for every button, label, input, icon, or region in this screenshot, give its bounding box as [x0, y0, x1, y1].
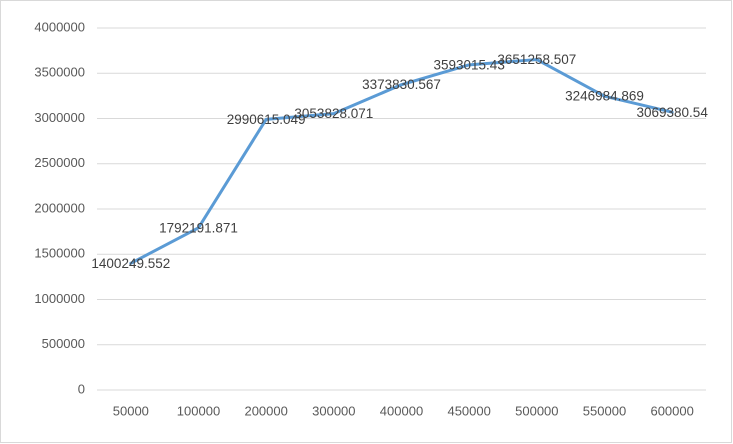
data-label: 1792191.871 [159, 220, 238, 235]
y-tick-label: 1000000 [34, 291, 85, 306]
data-label: 2990615.049 [227, 112, 306, 127]
x-tick-label: 600000 [650, 403, 693, 418]
y-tick-label: 2500000 [34, 155, 85, 170]
x-tick-label: 300000 [312, 403, 355, 418]
y-tick-label: 500000 [42, 336, 85, 351]
data-label: 3593015.43 [434, 57, 505, 72]
data-label: 3053828.071 [294, 106, 373, 121]
data-label: 3069380.54 [637, 105, 709, 120]
y-tick-label: 4000000 [34, 19, 85, 34]
data-label: 3651258.507 [497, 52, 576, 67]
y-tick-label: 2000000 [34, 200, 85, 215]
x-tick-label: 550000 [583, 403, 626, 418]
y-tick-label: 0 [78, 381, 85, 396]
x-tick-label: 500000 [515, 403, 558, 418]
data-label: 3373830.567 [362, 77, 441, 92]
x-tick-label: 400000 [380, 403, 423, 418]
x-tick-label: 450000 [447, 403, 490, 418]
y-tick-label: 3500000 [34, 65, 85, 80]
x-tick-label: 100000 [177, 403, 220, 418]
data-label: 3246984.869 [565, 89, 644, 104]
y-tick-label: 1500000 [34, 246, 85, 261]
data-label: 1400249.552 [91, 256, 170, 271]
line-series [129, 58, 674, 265]
x-tick-label: 50000 [113, 403, 149, 418]
x-tick-label: 200000 [244, 403, 287, 418]
y-tick-label: 3000000 [34, 110, 85, 125]
